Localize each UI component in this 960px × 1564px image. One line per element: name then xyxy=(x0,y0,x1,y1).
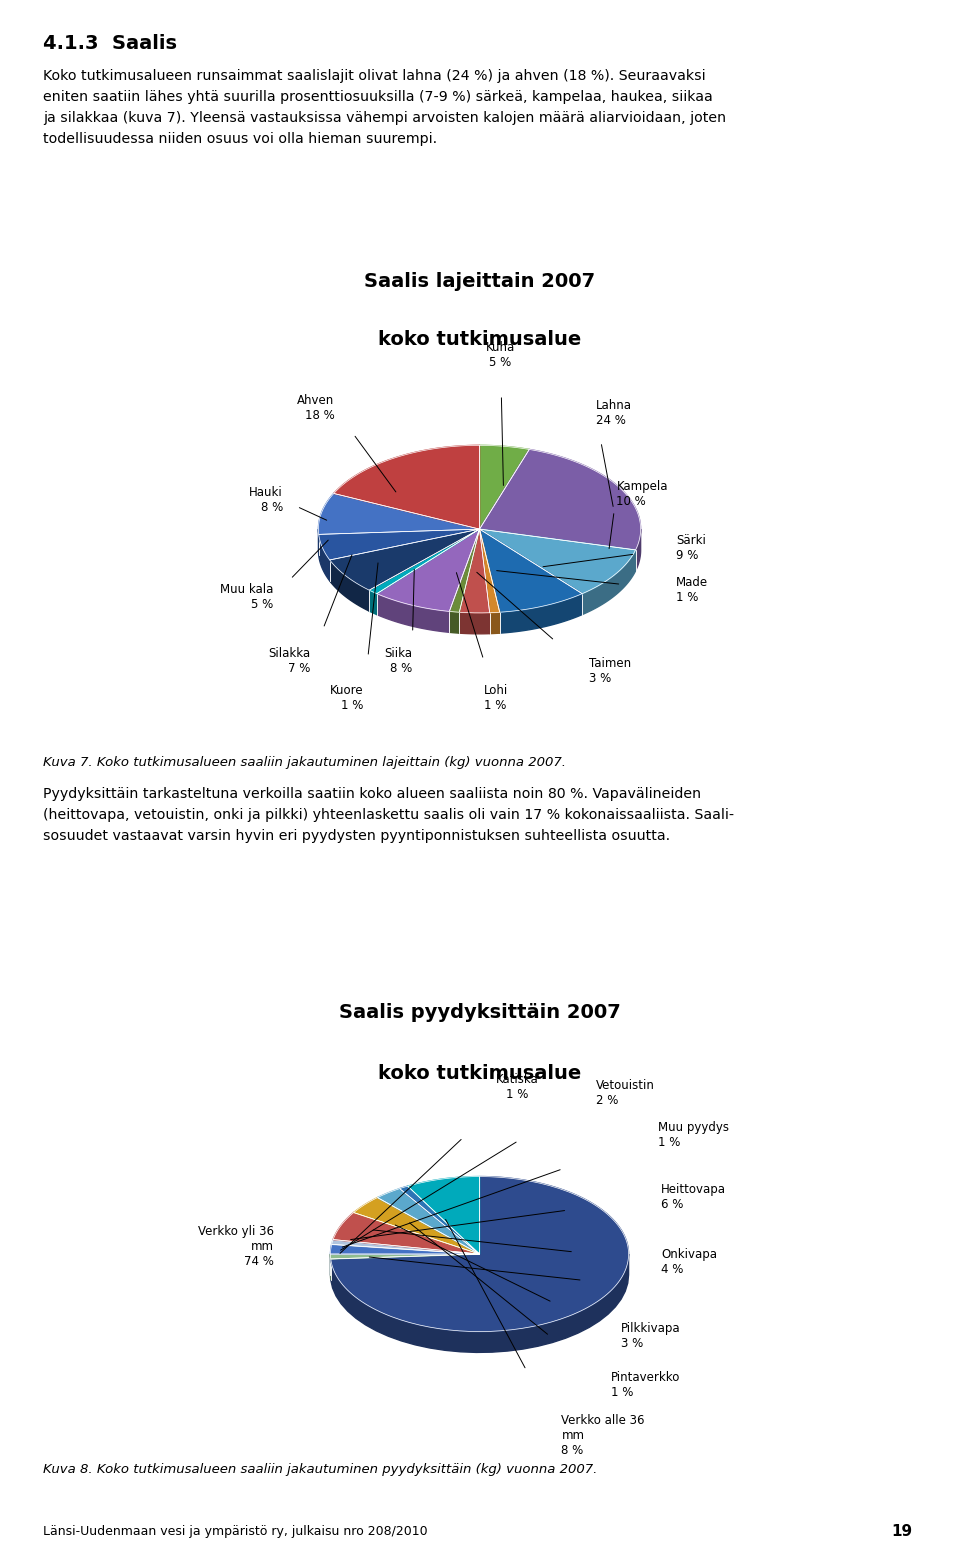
Polygon shape xyxy=(329,529,480,590)
Polygon shape xyxy=(370,590,377,615)
Text: Silakka
7 %: Silakka 7 % xyxy=(268,647,310,676)
Text: Ahven
18 %: Ahven 18 % xyxy=(298,394,334,422)
Polygon shape xyxy=(480,529,582,612)
Text: Onkivapa
4 %: Onkivapa 4 % xyxy=(661,1248,717,1276)
Polygon shape xyxy=(330,1254,480,1259)
Polygon shape xyxy=(353,1198,480,1254)
Text: Koko tutkimusalueen runsaimmat saalislajit olivat lahna (24 %) ja ahven (18 %). : Koko tutkimusalueen runsaimmat saalislaj… xyxy=(43,69,727,147)
Polygon shape xyxy=(449,612,459,633)
Text: Länsi-Uudenmaan vesi ja ympäristö ry, julkaisu nro 208/2010: Länsi-Uudenmaan vesi ja ympäristö ry, ju… xyxy=(43,1525,428,1537)
Polygon shape xyxy=(377,1189,480,1254)
Text: Katiska
1 %: Katiska 1 % xyxy=(495,1073,539,1101)
Text: Vetouistin
2 %: Vetouistin 2 % xyxy=(596,1079,655,1107)
Text: Muu kala
5 %: Muu kala 5 % xyxy=(220,583,274,612)
Text: 4.1.3  Saalis: 4.1.3 Saalis xyxy=(43,34,178,53)
Polygon shape xyxy=(480,529,500,613)
Polygon shape xyxy=(370,529,480,594)
Text: Saalis lajeittain 2007: Saalis lajeittain 2007 xyxy=(364,272,595,291)
Text: Kuva 7. Koko tutkimusalueen saaliin jakautuminen lajeittain (kg) vuonna 2007.: Kuva 7. Koko tutkimusalueen saaliin jaka… xyxy=(43,755,566,769)
Text: Pilkkivapa
3 %: Pilkkivapa 3 % xyxy=(621,1322,681,1350)
Polygon shape xyxy=(333,1212,480,1254)
Polygon shape xyxy=(449,529,480,612)
Polygon shape xyxy=(459,529,490,613)
Polygon shape xyxy=(331,1176,629,1331)
Text: Verkko alle 36
mm
8 %: Verkko alle 36 mm 8 % xyxy=(562,1414,645,1458)
Polygon shape xyxy=(319,493,480,535)
Text: Pyydyksittäin tarkasteltuna verkoilla saatiin koko alueen saaliista noin 80 %. V: Pyydyksittäin tarkasteltuna verkoilla sa… xyxy=(43,787,734,843)
Text: Hauki
8 %: Hauki 8 % xyxy=(250,486,283,515)
Polygon shape xyxy=(459,612,490,633)
FancyBboxPatch shape xyxy=(41,214,918,740)
Polygon shape xyxy=(408,1176,480,1254)
Text: Saalis pyydyksittäin 2007: Saalis pyydyksittäin 2007 xyxy=(339,1004,620,1023)
Polygon shape xyxy=(636,529,640,571)
Text: Kuva 8. Koko tutkimusalueen saaliin jakautuminen pyydyksittäin (kg) vuonna 2007.: Kuva 8. Koko tutkimusalueen saaliin jaka… xyxy=(43,1462,597,1476)
Text: Taimen
3 %: Taimen 3 % xyxy=(589,657,631,685)
Text: Särki
9 %: Särki 9 % xyxy=(676,535,706,563)
Polygon shape xyxy=(490,612,500,633)
Text: Heittovapa
6 %: Heittovapa 6 % xyxy=(661,1184,727,1212)
Polygon shape xyxy=(331,1240,480,1254)
Text: Pintaverkko
1 %: Pintaverkko 1 % xyxy=(611,1372,680,1400)
FancyBboxPatch shape xyxy=(41,956,918,1447)
Polygon shape xyxy=(329,560,370,612)
Text: koko tutkimusalue: koko tutkimusalue xyxy=(378,1065,581,1084)
Text: Muu pyydys
1 %: Muu pyydys 1 % xyxy=(659,1121,730,1150)
Polygon shape xyxy=(331,1254,629,1353)
Text: Lahna
24 %: Lahna 24 % xyxy=(595,399,632,427)
Polygon shape xyxy=(319,529,480,560)
Text: Made
1 %: Made 1 % xyxy=(676,576,708,604)
Text: 19: 19 xyxy=(891,1523,912,1539)
Text: Verkko yli 36
mm
74 %: Verkko yli 36 mm 74 % xyxy=(198,1225,274,1268)
Text: Kuha
5 %: Kuha 5 % xyxy=(486,341,516,369)
Text: koko tutkimusalue: koko tutkimusalue xyxy=(378,330,581,349)
Polygon shape xyxy=(319,535,329,580)
Text: Kampela
10 %: Kampela 10 % xyxy=(616,480,668,508)
Polygon shape xyxy=(480,449,640,551)
Polygon shape xyxy=(399,1186,480,1254)
Text: Kuore
1 %: Kuore 1 % xyxy=(330,685,364,712)
Polygon shape xyxy=(334,446,480,529)
Polygon shape xyxy=(377,529,480,612)
Polygon shape xyxy=(480,446,529,529)
Text: Siika
8 %: Siika 8 % xyxy=(384,647,412,676)
Text: Lohi
1 %: Lohi 1 % xyxy=(484,685,508,712)
Polygon shape xyxy=(377,594,449,632)
Polygon shape xyxy=(330,1245,480,1254)
Polygon shape xyxy=(582,551,636,615)
Polygon shape xyxy=(480,529,636,594)
Polygon shape xyxy=(500,594,582,633)
